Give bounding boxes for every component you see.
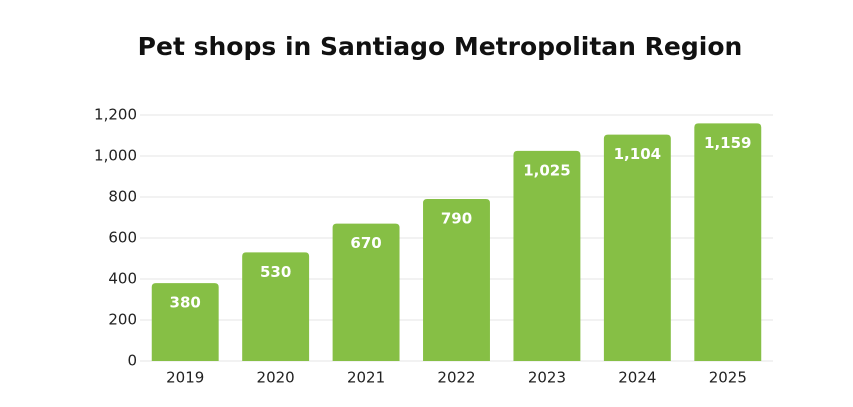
x-tick-label: 2025 <box>709 369 747 387</box>
x-tick-label: 2019 <box>166 369 204 387</box>
value-label: 530 <box>260 263 291 281</box>
x-tick-label: 2024 <box>618 369 656 387</box>
y-tick-label: 400 <box>108 270 137 288</box>
value-label: 380 <box>170 294 201 312</box>
bar <box>603 134 671 361</box>
bar <box>423 199 490 361</box>
x-tick-label: 2022 <box>437 369 475 387</box>
bar <box>332 223 400 361</box>
y-tick-label: 600 <box>108 229 137 247</box>
bar <box>694 123 762 361</box>
bar <box>242 252 310 361</box>
chart-title: Pet shops in Santiago Metropolitan Regio… <box>138 32 743 61</box>
y-tick-label: 1,000 <box>94 147 137 165</box>
bar <box>151 283 219 361</box>
value-label: 1,159 <box>704 134 751 152</box>
x-tick-label: 2020 <box>257 369 295 387</box>
bar <box>513 150 581 361</box>
value-label: 1,104 <box>614 145 661 163</box>
y-tick-label: 200 <box>108 311 137 329</box>
y-tick-label: 0 <box>127 352 137 370</box>
value-label: 670 <box>350 234 381 252</box>
y-tick-label: 800 <box>108 188 137 206</box>
x-tick-label: 2021 <box>347 369 385 387</box>
value-label: 1,025 <box>523 161 570 179</box>
x-tick-label: 2023 <box>528 369 566 387</box>
value-label: 790 <box>441 210 472 228</box>
y-tick-label: 1,200 <box>94 106 137 124</box>
